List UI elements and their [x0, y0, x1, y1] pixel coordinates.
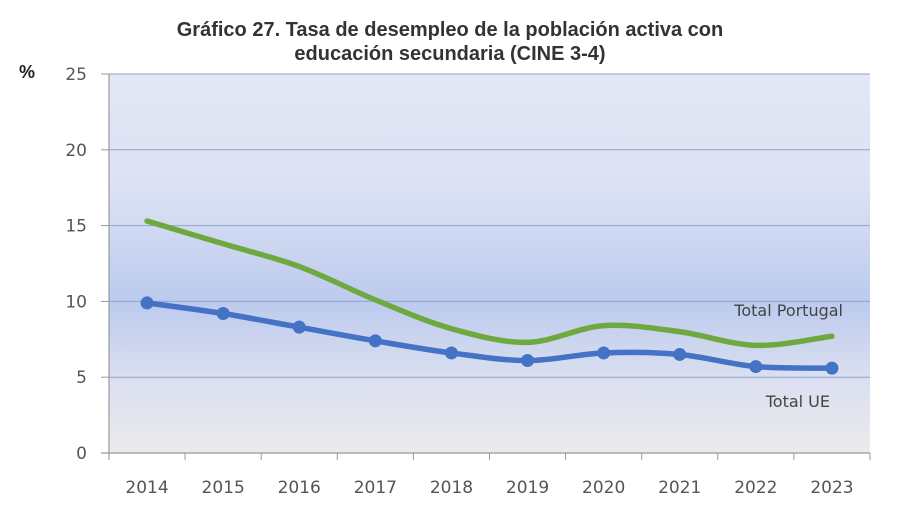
- data-point-total-ue: [444, 346, 458, 360]
- chart-title: Gráfico 27. Tasa de desempleo de la pobl…: [100, 18, 800, 66]
- data-point-total-ue: [597, 346, 611, 360]
- series-line-total-ue: [144, 300, 835, 371]
- x-tick-label: 2019: [506, 478, 549, 498]
- x-tick-label: 2020: [582, 478, 625, 498]
- x-tick-label: 2016: [278, 478, 321, 498]
- plot-area: [109, 74, 870, 453]
- series-label-total-portugal: Total Portugal: [733, 301, 843, 320]
- chart-title-line-2: educación secundaria (CINE 3-4): [294, 43, 606, 65]
- x-tick-label: 2014: [125, 478, 168, 498]
- x-tick-label: 2022: [734, 478, 777, 498]
- data-point-total-ue: [521, 354, 535, 368]
- chart-title-line-1: Gráfico 27. Tasa de desempleo de la pobl…: [176, 19, 724, 41]
- y-tick-label: 15: [65, 217, 87, 237]
- series-labels: Total Portugal Total UE: [733, 301, 843, 411]
- data-point-total-ue: [673, 347, 687, 361]
- data-point-total-ue: [749, 360, 763, 374]
- y-tick-label: 5: [76, 368, 87, 388]
- y-tick-label: 0: [76, 444, 87, 464]
- x-tick-label: 2017: [354, 478, 397, 498]
- y-axis-unit-label: %: [19, 62, 36, 82]
- x-tick-label: 2018: [430, 478, 473, 498]
- data-point-total-ue: [825, 361, 839, 375]
- data-point-total-ue: [368, 334, 382, 348]
- series-lines: [144, 218, 835, 371]
- x-tick-label: 2015: [202, 478, 245, 498]
- x-tick-label: 2023: [810, 478, 853, 498]
- x-axis-tick-labels: 2014 2015 2016 2017 2018 2019 2020 2021 2022 2023: [125, 478, 853, 498]
- data-point-total-ue: [292, 320, 306, 334]
- series-line-total-portugal: [144, 218, 835, 349]
- y-tick-label: 10: [65, 292, 87, 312]
- y-axis-tick-labels: 0 5 10 15 20 25: [65, 65, 87, 464]
- data-point-total-ue: [216, 307, 230, 321]
- series-label-total-ue: Total UE: [765, 392, 830, 411]
- gridlines: [109, 73, 870, 378]
- series-markers: [140, 296, 839, 375]
- y-tick-label: 25: [65, 65, 87, 85]
- y-tick-label: 20: [65, 141, 87, 161]
- axes: [101, 73, 871, 460]
- x-tick-label: 2021: [658, 478, 701, 498]
- data-point-total-ue: [140, 296, 154, 310]
